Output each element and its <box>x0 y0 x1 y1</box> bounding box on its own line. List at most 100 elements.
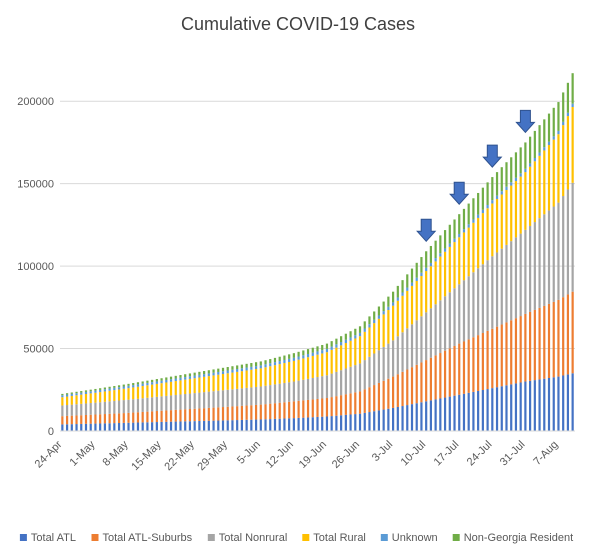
bar-segment <box>392 291 395 303</box>
bar-segment <box>151 397 154 412</box>
bar-segment <box>401 406 404 431</box>
bar-segment <box>306 417 310 431</box>
bar-segment <box>278 383 281 403</box>
bar-segment <box>467 392 470 431</box>
bar-segment <box>207 407 210 421</box>
bar-segment <box>217 420 220 431</box>
bar-segment <box>75 393 78 396</box>
bar-segment <box>174 409 177 422</box>
bar-segment <box>543 147 546 151</box>
bar-segment <box>61 397 64 406</box>
bar-segment <box>321 350 324 354</box>
bar-segment <box>155 422 158 431</box>
bar-segment <box>335 396 338 416</box>
bar-segment <box>122 384 125 387</box>
bar-segment <box>382 314 385 347</box>
bar-segment <box>415 364 418 404</box>
bar-segment <box>486 389 489 431</box>
bar-segment <box>387 408 390 431</box>
bar-segment <box>160 421 163 431</box>
bar-segment <box>453 288 456 346</box>
legend-label: Unknown <box>392 532 438 544</box>
bar-segment <box>439 398 442 431</box>
bar-segment <box>217 407 220 421</box>
bar-segment <box>462 280 466 342</box>
bar-segment <box>297 359 300 381</box>
bar-segment <box>146 382 149 386</box>
bar-segment <box>377 350 381 383</box>
bar-segment <box>571 73 574 104</box>
bar-segment <box>127 399 130 413</box>
bar-segment <box>188 393 192 410</box>
bar-segment <box>264 367 267 386</box>
bar-segment <box>84 391 88 395</box>
bar-segment <box>472 391 475 431</box>
bar-segment <box>316 354 319 378</box>
bar-segment <box>425 312 428 361</box>
bar-segment <box>169 381 173 396</box>
bar-segment <box>443 350 447 398</box>
bar-segment <box>500 167 503 192</box>
bar-segment <box>330 373 333 398</box>
bar-segment <box>127 388 130 400</box>
bar-segment <box>481 187 484 210</box>
bar-segment <box>297 351 300 357</box>
bar-segment <box>344 394 347 415</box>
bar-segment <box>259 404 262 420</box>
bar-segment <box>179 409 182 422</box>
bar-segment <box>325 352 329 376</box>
bar-segment <box>448 243 451 247</box>
bar-segment <box>254 369 258 387</box>
bar-segment <box>439 235 442 254</box>
bar-segment <box>321 376 324 399</box>
bar-segment <box>392 340 395 377</box>
bar-segment <box>269 419 272 431</box>
bar-segment <box>354 328 357 336</box>
bar-segment <box>401 295 404 333</box>
bar-segment <box>434 258 437 262</box>
bar-segment <box>495 198 499 253</box>
bar-segment <box>302 350 305 356</box>
bar-segment <box>562 375 565 431</box>
bar-segment <box>321 353 324 377</box>
bar-segment <box>273 384 277 404</box>
bar-segment <box>500 194 503 249</box>
bar-segment <box>477 192 480 215</box>
bar-segment <box>117 387 121 390</box>
bar-segment <box>203 392 206 409</box>
bar-segment <box>231 369 234 373</box>
bar-segment <box>226 370 229 374</box>
bar-segment <box>571 182 574 292</box>
chart-title: Cumulative COVID-19 Cases <box>181 14 415 34</box>
bar-segment <box>288 382 291 402</box>
bar-segment <box>453 242 456 289</box>
bar-segment <box>344 368 347 395</box>
bar-segment <box>132 412 135 423</box>
bar-segment <box>165 421 168 431</box>
bar-segment <box>420 316 423 363</box>
bar-segment <box>448 292 451 349</box>
bar-segment <box>132 383 135 386</box>
bar-segment <box>269 403 272 420</box>
bar-segment <box>259 386 262 405</box>
bar-segment <box>278 361 281 365</box>
bar-segment <box>193 375 196 379</box>
bar-segment <box>311 417 314 431</box>
bar-segment <box>552 136 555 140</box>
bar-segment <box>75 424 78 431</box>
bar-segment <box>193 378 196 394</box>
bar-segment <box>113 423 116 431</box>
bar-segment <box>231 406 234 421</box>
bar-segment <box>221 407 225 421</box>
bar-segment <box>524 142 527 169</box>
bar-segment <box>103 401 106 415</box>
bar-segment <box>254 386 258 405</box>
bar-segment <box>477 390 480 431</box>
bar-segment <box>467 227 470 277</box>
bar-segment <box>543 305 546 379</box>
bar-segment <box>538 379 541 431</box>
bar-segment <box>486 330 489 390</box>
bar-segment <box>396 285 399 298</box>
bar-segment <box>358 332 362 337</box>
x-tick-label: 24-Jul <box>465 439 495 469</box>
